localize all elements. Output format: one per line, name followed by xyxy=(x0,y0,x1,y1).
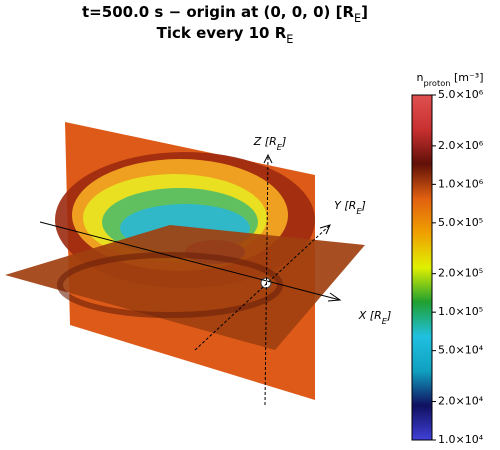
z-arrow xyxy=(263,153,273,164)
colorbar-tick-label: 1.0×10⁵ xyxy=(438,305,483,318)
colorbar-tick-label: 5.0×10⁶ xyxy=(438,88,484,101)
y-arrow xyxy=(319,224,331,235)
y-axis xyxy=(194,224,331,351)
title-line: t=500.0 s − origin at (0, 0, 0) [RE] xyxy=(82,3,368,25)
colorbar-tick-label: 1.0×10⁶ xyxy=(438,177,484,190)
x-arrow xyxy=(327,292,342,302)
colorbar-tick-label: 2.0×10⁴ xyxy=(438,395,484,408)
colorbar xyxy=(411,94,433,441)
colorbar-tick-label: 5.0×10⁵ xyxy=(438,216,483,229)
y-axis-label: Y [RE] xyxy=(334,199,366,216)
xy-structure xyxy=(57,252,283,318)
colorbar-tick-label: 5.0×10⁴ xyxy=(438,344,484,357)
colorbar-tick-label: 2.0×10⁶ xyxy=(438,139,484,152)
colorbar-label: nproton [m⁻³] xyxy=(416,71,483,88)
x-axis-label: X [RE] xyxy=(358,309,391,326)
z-axis xyxy=(264,154,269,406)
colorbar-tick-label: 1.0×10⁴ xyxy=(438,433,484,446)
z-axis-label: Z [RE] xyxy=(253,135,286,152)
scene: X [RE] Y [RE] Z [RE] xyxy=(5,122,391,406)
colorbar-tick-label: 2.0×10⁵ xyxy=(438,267,483,280)
x-axis xyxy=(39,221,341,301)
xy-plane xyxy=(5,225,365,350)
title-line: Tick every 10 RE xyxy=(157,24,294,46)
